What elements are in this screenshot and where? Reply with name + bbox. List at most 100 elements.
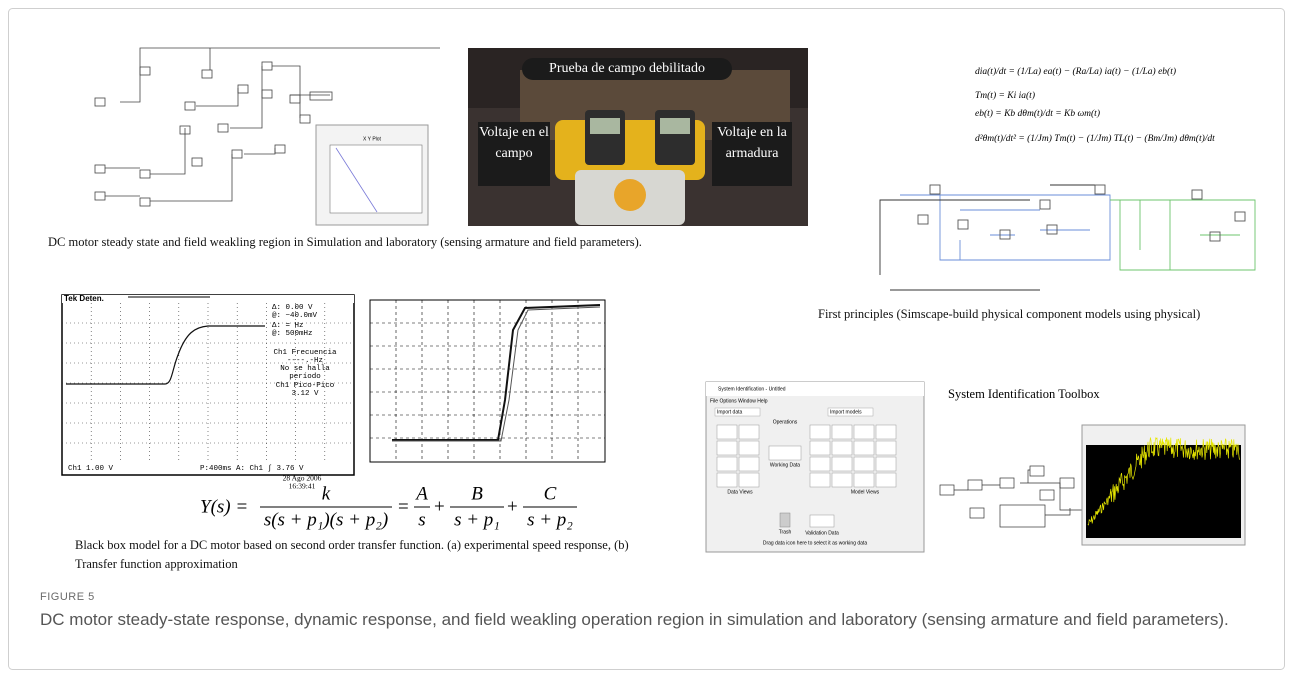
decor xyxy=(738,456,760,472)
xy-plot-window: X Y Plot xyxy=(315,124,429,226)
decor xyxy=(999,504,1046,528)
xy-plot-title: X Y Plot xyxy=(363,136,381,142)
figure-frame xyxy=(8,8,1285,670)
simulink-diagram xyxy=(94,47,440,207)
decor xyxy=(954,469,1090,516)
sysid-trash: Trash xyxy=(779,529,792,535)
photo-left-label-box: Voltaje en el campo xyxy=(479,125,549,161)
scope-info: No se halla xyxy=(280,365,330,373)
decor xyxy=(139,197,151,207)
decor xyxy=(94,164,106,174)
decor xyxy=(917,214,929,225)
decor xyxy=(299,114,311,124)
black-box-caption: Black box model for a DC motor based on … xyxy=(75,538,629,571)
decor xyxy=(967,479,983,491)
decor xyxy=(1234,211,1246,222)
scope-info: Ch1 Pico-Pico xyxy=(276,382,335,390)
tf-equals: = xyxy=(398,496,409,517)
scope-info: período xyxy=(289,373,321,381)
tf-plus: + xyxy=(434,496,445,517)
figure-label: FIGURE 5 xyxy=(40,591,95,603)
decor xyxy=(831,456,853,472)
scope-readout: @: 500mHz xyxy=(272,330,313,338)
scope-channel: Ch1 1.00 V xyxy=(68,465,114,473)
figure-caption: DC motor steady-state response, dynamic … xyxy=(40,610,1229,629)
tf-term-den: s xyxy=(418,509,425,530)
scope-info: 3.12 V xyxy=(291,390,319,398)
tf-lhs: Y(s) = xyxy=(200,496,248,517)
decor xyxy=(217,123,229,133)
decor xyxy=(716,472,738,488)
decor xyxy=(809,472,831,488)
decor xyxy=(139,169,151,179)
decor xyxy=(94,191,106,201)
decor xyxy=(875,472,897,488)
sysid-window-title: System Identification - Untitled xyxy=(718,386,786,392)
sysid-title: System Identification Toolbox xyxy=(948,387,1100,401)
tf-term-num: A xyxy=(414,483,428,504)
tf-term-den: s + p₁ xyxy=(454,509,500,530)
sysid-window: System Identification - Untitled File Op… xyxy=(705,381,925,553)
decor xyxy=(237,84,249,94)
decor xyxy=(900,194,1111,261)
decor xyxy=(261,61,273,71)
scope-readout: Δ: 0.00 V xyxy=(272,304,313,312)
decor xyxy=(831,424,853,440)
sysid-validation-data: Validation Data xyxy=(805,530,839,536)
decor xyxy=(1039,489,1055,501)
decor xyxy=(716,456,738,472)
transfer-function: Y(s) = k s(s + p₁)(s + p₂) = A s + B s +… xyxy=(200,483,577,530)
decor xyxy=(969,507,985,519)
decor xyxy=(184,101,196,111)
decor xyxy=(875,424,897,440)
tf-denominator: s(s + p₁)(s + p₂) xyxy=(264,509,388,530)
sysid-menu: File Options Window Help xyxy=(710,398,768,404)
decor xyxy=(738,424,760,440)
sysid-import-data: Import data xyxy=(717,409,743,415)
tf-term-den: s + p₂ xyxy=(527,509,573,530)
decor xyxy=(738,440,760,456)
equation: dia(t)/dt = (1/La) ea(t) − (Ra/La) ia(t)… xyxy=(975,66,1176,77)
tf-numerator: k xyxy=(322,483,331,504)
decor xyxy=(809,440,831,456)
sysid-working-data: Working Data xyxy=(770,462,800,468)
decor xyxy=(716,440,738,456)
oscilloscope: Tek Deten. Δ: 0.00 V @: −40.0mV Δ: = Hz … xyxy=(61,294,355,491)
decor xyxy=(809,456,831,472)
decor xyxy=(957,219,969,230)
decor xyxy=(939,484,955,496)
decor xyxy=(831,440,853,456)
simulink-small xyxy=(939,465,1105,528)
sysid-data-views: Data Views xyxy=(727,489,753,495)
decor xyxy=(1110,199,1256,271)
lab-photo: Prueba de campo debilitado Voltaje en el… xyxy=(468,48,808,226)
decor xyxy=(1209,231,1221,242)
equation: d²θm(t)/dt² = (1/Jm) Tm(t) − (1/Jm) TL(t… xyxy=(975,133,1215,144)
first-principles-caption: First principles (Simscape-build physica… xyxy=(818,307,1201,321)
decor xyxy=(1039,199,1051,210)
decor xyxy=(875,456,897,472)
decor xyxy=(139,66,151,76)
scope-timebase: P:400ms A: Ch1 ∫ 3.76 V xyxy=(200,464,304,473)
decor xyxy=(309,91,333,101)
sysid-operations: Operations xyxy=(773,419,798,425)
scope-readout: @: −40.0mV xyxy=(272,312,318,320)
decor xyxy=(853,472,875,488)
sysid-import-models: Import models xyxy=(830,409,862,415)
decor xyxy=(261,89,273,99)
decor xyxy=(999,229,1011,240)
decor xyxy=(94,97,106,107)
scope-readout: Δ: = Hz xyxy=(272,322,304,330)
decor xyxy=(716,424,738,440)
scope-date: 28 Ago 2006 xyxy=(283,474,322,483)
decor xyxy=(1094,184,1106,195)
decor xyxy=(879,184,1095,291)
scope-time: 16:39:41 xyxy=(289,482,316,491)
tf-term-num: B xyxy=(471,483,483,504)
steady-state-caption: DC motor steady state and field weakling… xyxy=(48,235,642,249)
equation: Tm(t) = Ki ia(t) xyxy=(975,90,1035,101)
decor xyxy=(853,440,875,456)
photo-title: Prueba de campo debilitado xyxy=(549,61,705,76)
